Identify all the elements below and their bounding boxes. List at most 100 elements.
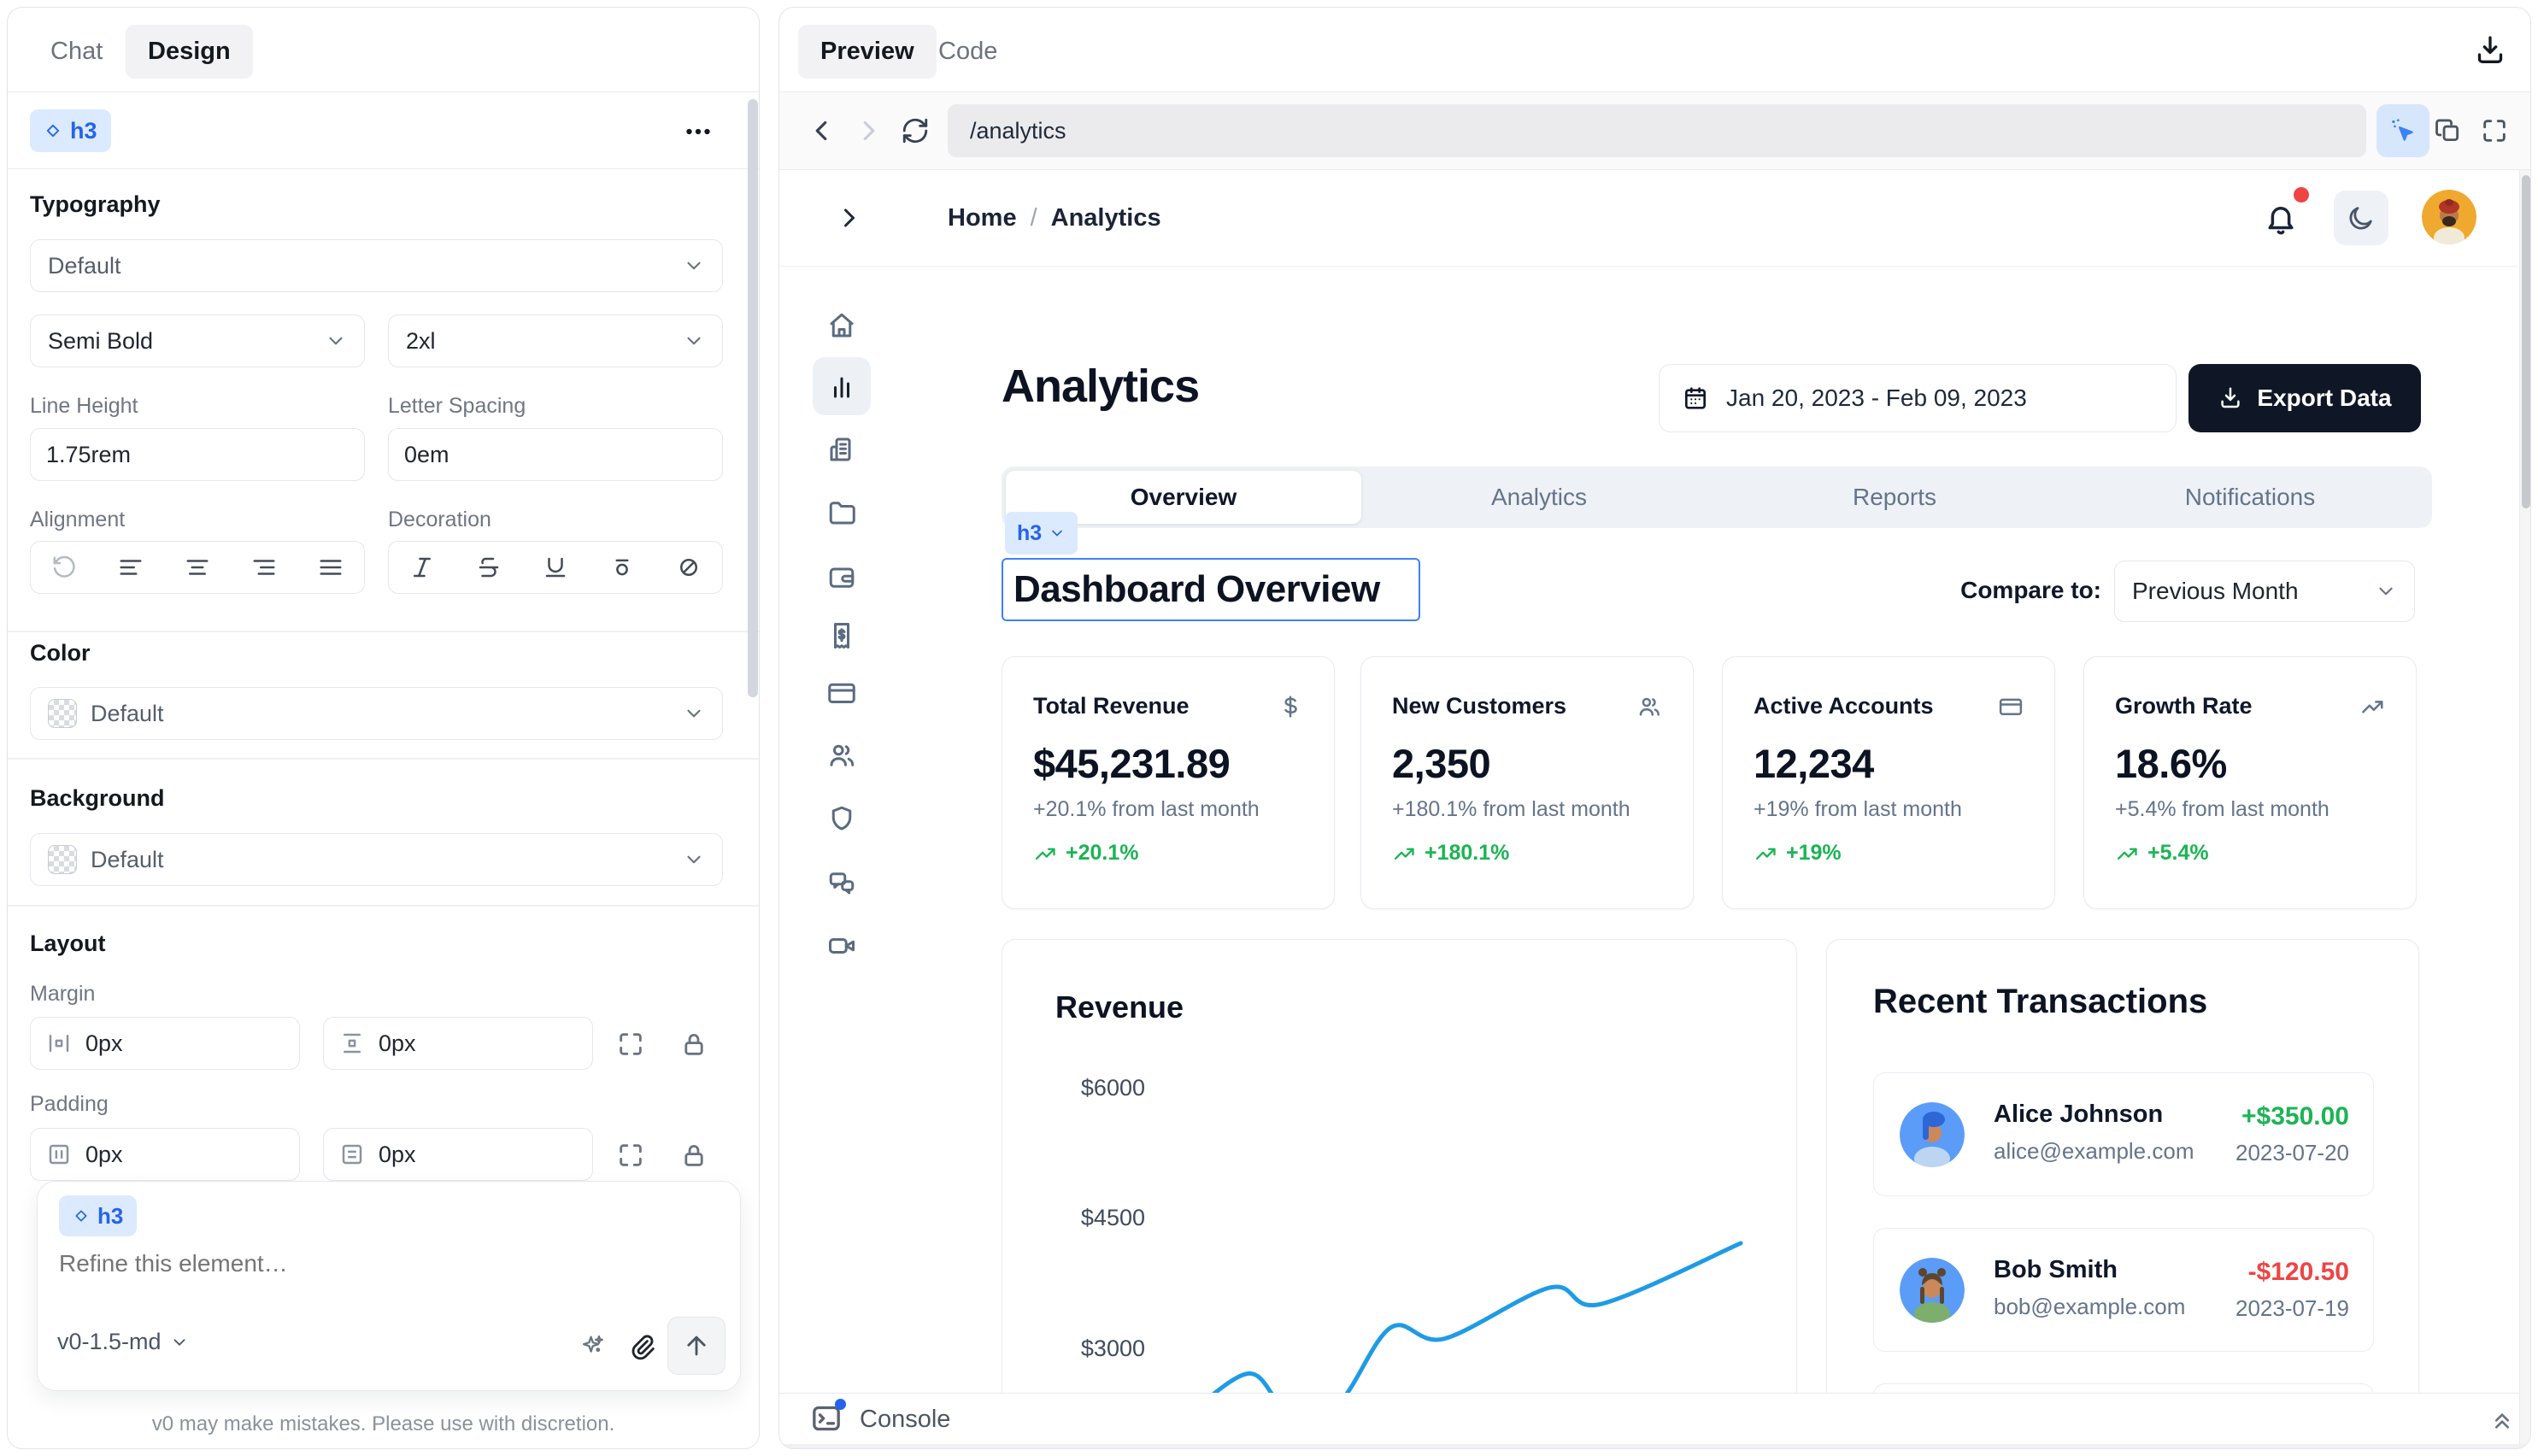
more-options-icon[interactable]: [683, 116, 714, 147]
compare-select[interactable]: Previous Month: [2114, 561, 2415, 622]
diamond-icon: [75, 1210, 87, 1222]
italic-icon[interactable]: [408, 553, 437, 582]
chevron-down-icon: [687, 337, 701, 345]
tab-reports[interactable]: Reports: [1852, 484, 1937, 510]
font-size-select[interactable]: 2xl: [388, 314, 723, 367]
rail-item-receipt[interactable]: [826, 620, 857, 651]
overline-icon[interactable]: [608, 553, 637, 582]
compare-label: Compare to:: [1960, 577, 2101, 603]
url-bar[interactable]: [948, 104, 2366, 157]
align-left-icon[interactable]: [116, 553, 145, 582]
padding-expand-icon[interactable]: [616, 1141, 645, 1170]
fullscreen-icon[interactable]: [2480, 116, 2509, 145]
padding-x-field[interactable]: 0px: [30, 1128, 300, 1181]
sidebar-expand-icon[interactable]: [834, 203, 865, 233]
composer-element-chip[interactable]: h3: [59, 1195, 138, 1236]
align-justify-icon[interactable]: [316, 553, 345, 582]
tab-analytics[interactable]: Analytics: [1490, 484, 1588, 510]
composer-input[interactable]: [59, 1250, 708, 1305]
color-heading: Color: [30, 640, 91, 666]
rail-item-building[interactable]: [826, 434, 857, 465]
diamond-icon: [46, 124, 60, 138]
alignment-label: Alignment: [30, 508, 126, 531]
refresh-icon[interactable]: [901, 116, 930, 145]
console-badge-dot: [835, 1399, 846, 1410]
copy-icon[interactable]: [2434, 116, 2463, 145]
rail-item-users[interactable]: [826, 740, 857, 771]
padding-x-icon: [46, 1142, 72, 1167]
forward-icon[interactable]: [853, 114, 885, 147]
users-icon: [1639, 697, 1660, 716]
trend-up-icon: [1394, 848, 1414, 860]
rail-item-shield[interactable]: [826, 803, 857, 834]
selected-heading-box[interactable]: Dashboard Overview: [1002, 558, 1420, 621]
underline-icon[interactable]: [541, 553, 570, 582]
no-decoration-icon[interactable]: [674, 553, 703, 582]
export-data-button[interactable]: Export Data: [2188, 364, 2421, 432]
rail-item-video[interactable]: [826, 931, 857, 961]
padding-lock-icon[interactable]: [679, 1141, 708, 1170]
decoration-group: [388, 541, 723, 594]
selection-tag-chip[interactable]: h3: [1005, 512, 1078, 555]
paperclip-icon[interactable]: [627, 1332, 656, 1361]
transactions-card: Recent Transactions Alice Johnson alice@…: [1826, 939, 2419, 1393]
padding-y-icon: [339, 1142, 365, 1167]
url-input[interactable]: [970, 117, 2344, 144]
letter-spacing-field[interactable]: [388, 428, 723, 481]
tab-code[interactable]: Code: [938, 38, 998, 65]
chart-title: Revenue: [1055, 989, 1184, 1024]
preview-scrollbar-track[interactable]: [2519, 170, 2530, 1444]
panel-scrollbar-thumb[interactable]: [748, 99, 758, 697]
chevron-down-icon: [173, 1338, 185, 1346]
date-range-picker[interactable]: Jan 20, 2023 - Feb 09, 2023: [1659, 364, 2177, 432]
select-element-icon[interactable]: [2376, 104, 2429, 157]
selected-element-chip[interactable]: h3: [30, 109, 111, 152]
breadcrumb-home[interactable]: Home: [948, 204, 1017, 232]
tab-notifications[interactable]: Notifications: [2184, 484, 2316, 510]
dark-mode-toggle[interactable]: [2334, 191, 2388, 245]
app-header: Home / Analytics: [779, 170, 2518, 267]
transaction-amount: +$350.00: [2241, 1102, 2349, 1130]
disclaimer-text: v0 may make mistakes. Please use with di…: [151, 1412, 615, 1435]
trending-up-icon: [2362, 700, 2383, 713]
rail-item-credit-card[interactable]: [826, 678, 857, 708]
back-icon[interactable]: [805, 114, 837, 147]
tab-chat[interactable]: Chat: [50, 38, 103, 65]
bell-icon[interactable]: [2263, 201, 2299, 237]
padding-y-field[interactable]: 0px: [323, 1128, 593, 1181]
tab-preview[interactable]: Preview: [798, 25, 937, 79]
console-bar[interactable]: Console: [779, 1393, 2530, 1444]
background-select[interactable]: Default: [30, 833, 723, 886]
user-avatar[interactable]: [2422, 190, 2476, 244]
preview-scrollbar-thumb[interactable]: [2522, 175, 2530, 508]
line-height-field[interactable]: [30, 428, 365, 481]
color-select[interactable]: Default: [30, 687, 723, 740]
margin-y-field[interactable]: 0px: [323, 1017, 593, 1070]
stat-card-growth-rate: Growth Rate 18.6% +5.4% from last month …: [2083, 656, 2417, 909]
download-icon[interactable]: [2473, 33, 2507, 68]
design-panel: Chat Design h3 Typography Default Semi B…: [7, 7, 760, 1449]
chevron-down-icon: [687, 855, 701, 864]
section-heading: Dashboard Overview: [1013, 568, 1380, 610]
rail-item-home[interactable]: [826, 310, 857, 341]
rail-item-wallet[interactable]: [826, 561, 857, 592]
margin-lock-icon[interactable]: [679, 1030, 708, 1059]
font-family-select[interactable]: Default: [30, 239, 723, 292]
tab-design[interactable]: Design: [126, 25, 253, 79]
chevrons-up-icon[interactable]: [2488, 1406, 2516, 1433]
rail-item-folder[interactable]: [826, 497, 857, 528]
align-center-icon[interactable]: [183, 553, 212, 582]
reset-alignment-icon[interactable]: [50, 553, 79, 582]
rail-item-bar-chart[interactable]: [826, 371, 857, 402]
revenue-line-chart: [1211, 1241, 1743, 1393]
sparkles-icon[interactable]: [578, 1332, 607, 1361]
submit-button[interactable]: [667, 1317, 726, 1375]
dashboard-tabs: Overview Analytics Reports Notifications: [1002, 467, 2432, 528]
font-weight-select[interactable]: Semi Bold: [30, 314, 365, 367]
model-selector[interactable]: v0-1.5-md: [57, 1329, 189, 1355]
strikethrough-icon[interactable]: [474, 553, 503, 582]
align-right-icon[interactable]: [250, 553, 279, 582]
margin-x-field[interactable]: 0px: [30, 1017, 300, 1070]
margin-expand-icon[interactable]: [616, 1030, 645, 1059]
rail-item-messages[interactable]: [826, 868, 857, 899]
